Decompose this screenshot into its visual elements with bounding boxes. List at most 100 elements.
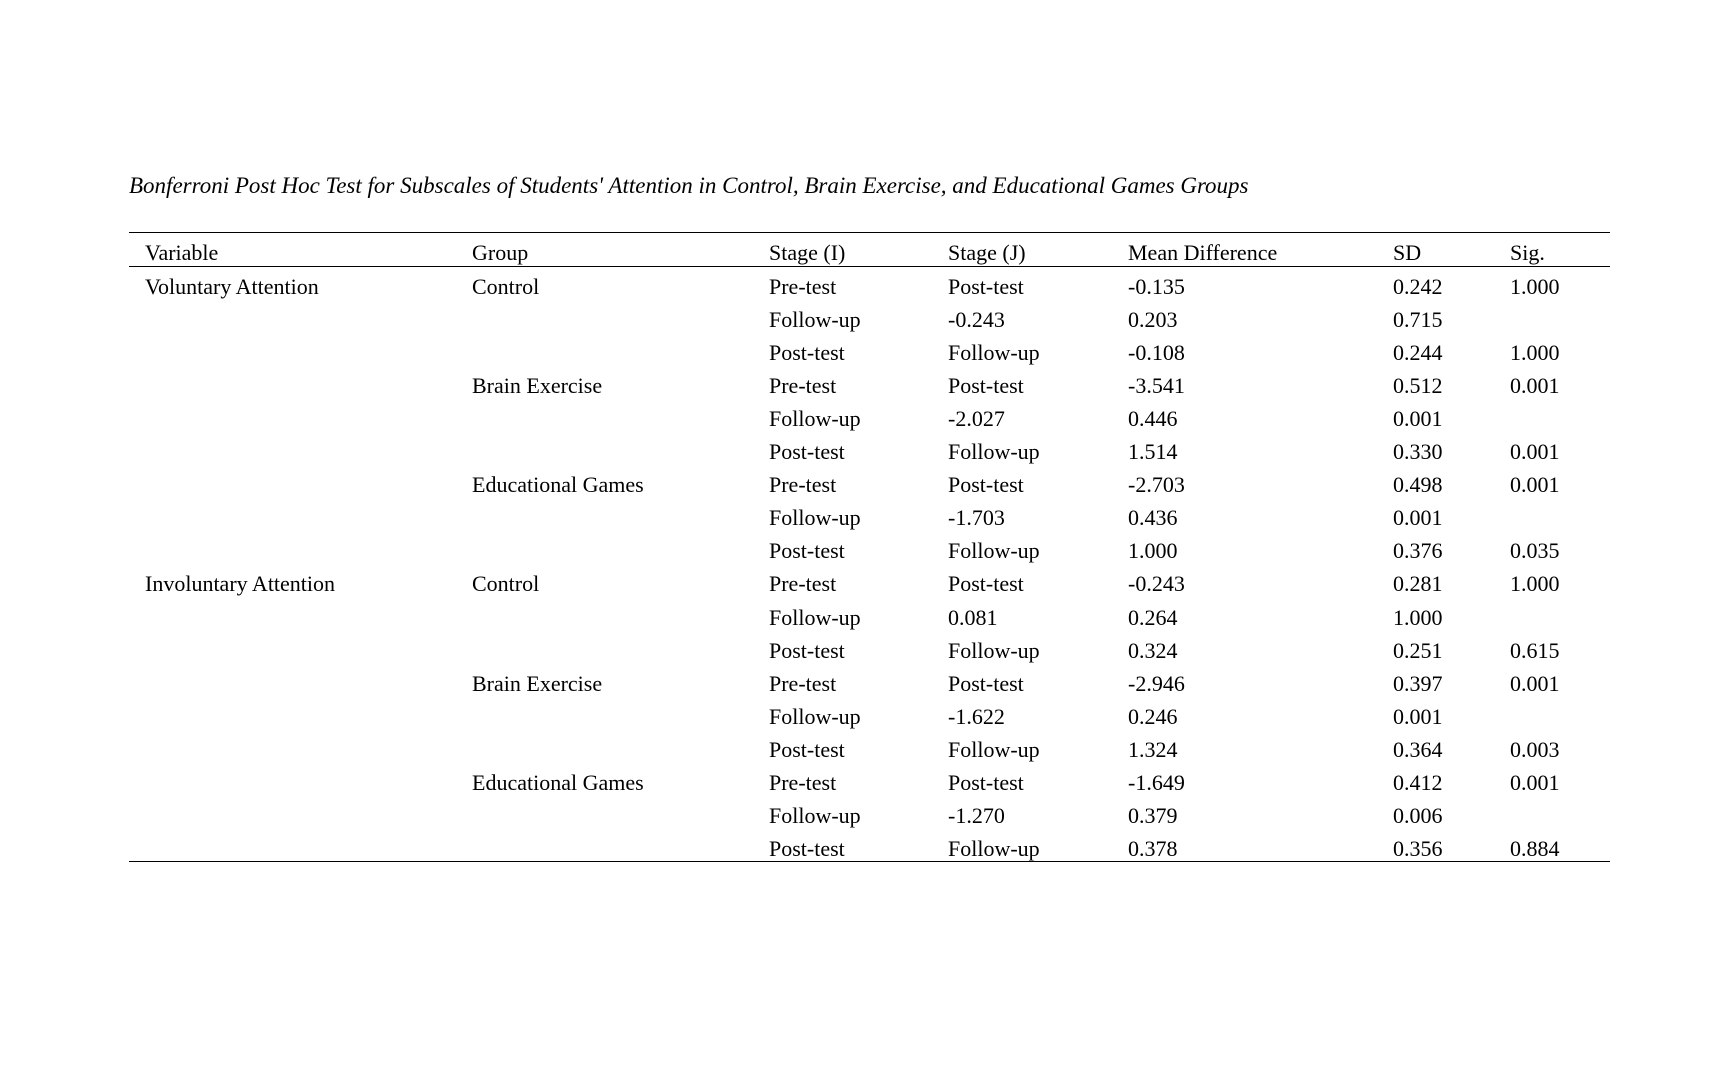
cell-stage-i: Follow-up [769, 802, 861, 828]
table-row: Follow-up -2.027 0.446 0.001 [0, 402, 1723, 435]
cell-sd: 0.281 [1393, 571, 1443, 597]
cell-sig: 1.000 [1510, 340, 1560, 366]
cell-sig: 0.003 [1510, 736, 1560, 762]
cell-sd: 0.001 [1393, 406, 1443, 432]
cell-stage-i: Post-test [769, 637, 845, 663]
cell-group: Educational Games [472, 472, 644, 498]
cell-mean-difference: 0.446 [1128, 406, 1178, 432]
cell-group: Brain Exercise [472, 373, 603, 399]
cell-sd: 0.242 [1393, 274, 1443, 299]
cell-mean-difference: -0.108 [1128, 340, 1185, 366]
cell-group: Educational Games [472, 769, 644, 795]
cell-stage-j: -2.027 [948, 406, 1005, 432]
cell-stage-j: -1.270 [948, 802, 1005, 828]
cell-stage-i: Follow-up [769, 604, 861, 630]
header-mean-difference: Mean Difference [1128, 240, 1278, 265]
cell-mean-difference: 0.246 [1128, 703, 1178, 729]
table-row: Post-test Follow-up -0.108 0.244 1.000 [0, 336, 1723, 369]
cell-stage-j: -1.703 [948, 505, 1005, 531]
cell-sig: 0.001 [1510, 439, 1560, 465]
cell-sig: 0.001 [1510, 769, 1560, 795]
header-sd: SD [1393, 240, 1422, 265]
cell-stage-j: Post-test [948, 472, 1024, 498]
cell-sig: 1.000 [1510, 274, 1560, 299]
cell-stage-j: Follow-up [948, 736, 1040, 762]
header-sig: Sig. [1510, 240, 1545, 265]
cell-stage-i: Post-test [769, 439, 845, 465]
cell-mean-difference: -2.703 [1128, 472, 1185, 498]
cell-sd: 0.397 [1393, 670, 1443, 696]
cell-variable: Involuntary Attention [145, 571, 336, 597]
cell-stage-i: Pre-test [769, 571, 837, 597]
cell-mean-difference: 0.203 [1128, 307, 1178, 333]
cell-stage-j: Follow-up [948, 538, 1040, 564]
table-row: Follow-up -1.622 0.246 0.001 [0, 700, 1723, 733]
cell-stage-j: 0.081 [948, 604, 998, 630]
cell-stage-i: Post-test [769, 835, 845, 861]
cell-mean-difference: 1.514 [1128, 439, 1178, 465]
cell-mean-difference: 1.000 [1128, 538, 1178, 564]
cell-mean-difference: 0.264 [1128, 604, 1178, 630]
cell-sd: 0.356 [1393, 835, 1443, 861]
cell-sd: 0.330 [1393, 439, 1443, 465]
cell-mean-difference: 0.436 [1128, 505, 1178, 531]
cell-stage-j: Follow-up [948, 340, 1040, 366]
cell-stage-j: Follow-up [948, 439, 1040, 465]
table-row: Brain Exercise Pre-test Post-test -2.946 0.3… [0, 667, 1723, 700]
header-stage-i: Stage (I) [769, 240, 846, 265]
cell-sd: 1.000 [1393, 604, 1443, 630]
cell-group: Brain Exercise [472, 670, 603, 696]
header-variable: Variable [145, 240, 219, 265]
cell-mean-difference: 0.324 [1128, 637, 1178, 663]
table-row: Follow-up -1.703 0.436 0.001 [0, 501, 1723, 534]
table-header-row: Variable Group Stage (I) Stage (J) Mean … [0, 236, 1723, 269]
cell-sd: 0.498 [1393, 472, 1443, 498]
table-row: Post-test Follow-up 1.000 0.376 0.035 [0, 534, 1723, 567]
cell-stage-i: Pre-test [769, 373, 837, 399]
table-row: Involuntary Attention Control Pre-test Post… [0, 567, 1723, 600]
cell-stage-j: Follow-up [948, 637, 1040, 663]
cell-sd: 0.376 [1393, 538, 1443, 564]
table-row: Brain Exercise Pre-test Post-test -3.541 0.5… [0, 369, 1723, 402]
cell-sd: 0.715 [1393, 307, 1443, 333]
cell-stage-j: Post-test [948, 274, 1024, 299]
cell-stage-j: Post-test [948, 670, 1024, 696]
cell-stage-i: Follow-up [769, 505, 861, 531]
cell-sig: 0.035 [1510, 538, 1560, 564]
cell-mean-difference: -0.243 [1128, 571, 1185, 597]
cell-sd: 0.412 [1393, 769, 1443, 795]
table-row: Follow-up -0.243 0.203 0.715 [0, 303, 1723, 336]
cell-stage-i: Post-test [769, 340, 845, 366]
cell-stage-i: Post-test [769, 736, 845, 762]
cell-sd: 0.244 [1393, 340, 1443, 366]
cell-mean-difference: 0.379 [1128, 802, 1178, 828]
table-row: Follow-up -1.270 0.379 0.006 [0, 799, 1723, 832]
cell-sd: 0.001 [1393, 703, 1443, 729]
cell-sig: 1.000 [1510, 571, 1560, 597]
cell-sig: 0.615 [1510, 637, 1560, 663]
table-row: Post-test Follow-up 1.324 0.364 0.003 [0, 733, 1723, 766]
cell-group: Control [472, 274, 540, 299]
cell-stage-j: -1.622 [948, 703, 1005, 729]
cell-stage-i: Pre-test [769, 769, 837, 795]
cell-mean-difference: -0.135 [1128, 274, 1185, 299]
header-stage-j: Stage (J) [948, 240, 1026, 265]
cell-sig: 0.001 [1510, 373, 1560, 399]
cell-mean-difference: -1.649 [1128, 769, 1185, 795]
cell-group: Control [472, 571, 540, 597]
table-row: Educational Games Pre-test Post-test -1.649… [0, 766, 1723, 799]
table-row: Post-test Follow-up 0.378 0.356 0.884 [0, 832, 1723, 865]
table-row: Post-test Follow-up 0.324 0.251 0.615 [0, 634, 1723, 667]
cell-stage-j: Post-test [948, 373, 1024, 399]
cell-mean-difference: -3.541 [1128, 373, 1185, 399]
bottom-rule [129, 861, 1610, 862]
cell-sd: 0.364 [1393, 736, 1443, 762]
table-row: Voluntary Attention Control Pre-test Post-t… [0, 270, 1723, 303]
cell-sig: 0.001 [1510, 472, 1560, 498]
cell-mean-difference: -2.946 [1128, 670, 1185, 696]
table-title: Bonferroni Post Hoc Test for Subscales o… [129, 173, 1249, 198]
cell-stage-i: Follow-up [769, 307, 861, 333]
cell-stage-i: Follow-up [769, 703, 861, 729]
cell-stage-i: Pre-test [769, 670, 837, 696]
cell-stage-i: Pre-test [769, 472, 837, 498]
